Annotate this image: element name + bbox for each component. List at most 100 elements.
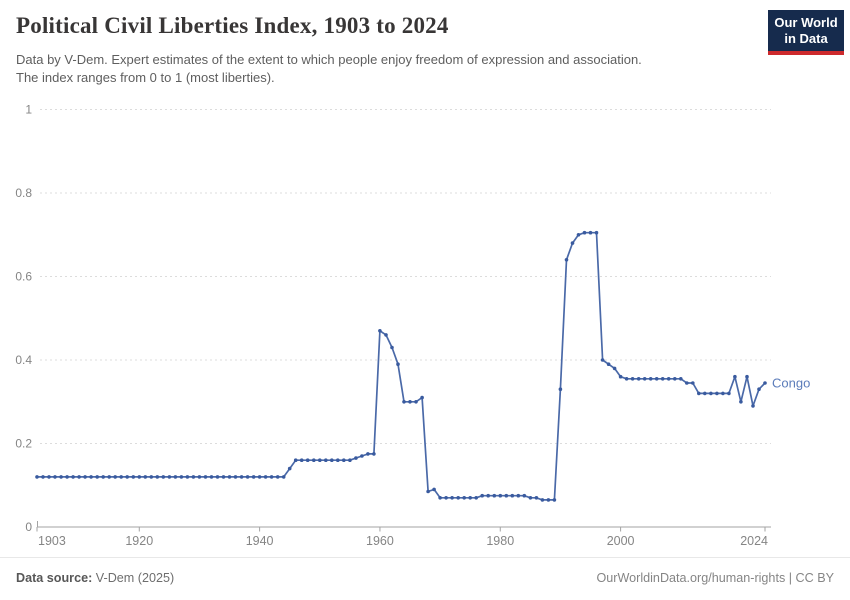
data-point[interactable] <box>721 391 725 396</box>
data-point[interactable] <box>41 475 45 479</box>
data-point[interactable] <box>751 404 755 408</box>
data-point[interactable] <box>414 400 418 404</box>
data-point[interactable] <box>287 466 292 471</box>
data-point[interactable] <box>396 362 400 367</box>
data-point[interactable] <box>624 377 629 381</box>
data-point[interactable] <box>492 493 497 498</box>
data-point[interactable] <box>65 475 69 479</box>
data-point[interactable] <box>191 475 196 479</box>
data-point[interactable] <box>366 452 370 456</box>
data-point[interactable] <box>739 400 743 404</box>
data-point[interactable] <box>281 475 286 479</box>
data-point[interactable] <box>119 475 123 479</box>
data-point[interactable] <box>606 362 611 367</box>
data-point[interactable] <box>131 475 136 479</box>
data-point[interactable] <box>203 475 208 479</box>
data-point[interactable] <box>691 381 695 385</box>
data-point[interactable] <box>588 230 593 235</box>
data-point[interactable] <box>480 493 485 498</box>
data-point[interactable] <box>474 496 479 500</box>
data-point[interactable] <box>293 458 298 463</box>
data-point[interactable] <box>215 475 220 479</box>
data-point[interactable] <box>420 395 424 400</box>
data-point[interactable] <box>83 475 87 479</box>
data-point[interactable] <box>299 458 304 463</box>
data-point[interactable] <box>438 496 442 500</box>
data-point[interactable] <box>763 381 767 385</box>
data-point[interactable] <box>570 241 575 245</box>
data-point[interactable] <box>245 475 250 479</box>
data-point[interactable] <box>77 475 81 479</box>
data-point[interactable] <box>498 493 503 498</box>
data-point[interactable] <box>269 475 274 479</box>
data-point[interactable] <box>197 475 202 479</box>
data-point[interactable] <box>673 377 677 381</box>
data-point[interactable] <box>275 475 280 479</box>
data-point[interactable] <box>251 475 256 479</box>
data-point[interactable] <box>540 498 545 502</box>
data-point[interactable] <box>318 458 322 463</box>
data-point[interactable] <box>709 391 713 396</box>
data-point[interactable] <box>462 496 467 500</box>
data-point[interactable] <box>745 374 749 379</box>
data-point[interactable] <box>35 475 39 479</box>
data-point[interactable] <box>636 377 641 381</box>
data-point[interactable] <box>161 475 166 479</box>
data-point[interactable] <box>576 233 581 237</box>
data-point[interactable] <box>390 345 394 350</box>
data-point[interactable] <box>733 374 737 379</box>
data-point[interactable] <box>450 496 454 500</box>
data-point[interactable] <box>546 498 551 502</box>
data-point[interactable] <box>618 374 623 379</box>
data-point[interactable] <box>504 493 509 498</box>
data-point[interactable] <box>426 489 430 494</box>
data-point[interactable] <box>257 475 262 479</box>
data-point[interactable] <box>336 458 340 463</box>
data-point[interactable] <box>113 475 117 479</box>
series-line-congo[interactable] <box>36 231 766 501</box>
data-point[interactable] <box>125 475 129 479</box>
data-point[interactable] <box>408 400 412 404</box>
data-point[interactable] <box>456 496 461 500</box>
data-point[interactable] <box>312 458 316 463</box>
data-point[interactable] <box>305 458 310 463</box>
data-point[interactable] <box>59 475 63 479</box>
data-point[interactable] <box>468 496 473 500</box>
data-point[interactable] <box>239 475 244 479</box>
data-point[interactable] <box>534 496 539 500</box>
data-point[interactable] <box>384 333 388 337</box>
data-point[interactable] <box>221 475 226 479</box>
data-point[interactable] <box>528 496 533 500</box>
data-point[interactable] <box>227 475 232 479</box>
data-point[interactable] <box>155 475 160 479</box>
data-point[interactable] <box>612 366 617 371</box>
data-point[interactable] <box>95 475 99 479</box>
data-point[interactable] <box>378 329 382 333</box>
series-label-congo[interactable]: Congo <box>772 375 810 390</box>
data-point[interactable] <box>558 387 563 392</box>
owid-logo[interactable]: Our World in Data <box>768 10 844 55</box>
data-point[interactable] <box>757 387 761 392</box>
data-point[interactable] <box>552 498 557 502</box>
data-point[interactable] <box>600 358 605 362</box>
data-point[interactable] <box>402 400 406 404</box>
data-point[interactable] <box>642 377 647 381</box>
data-point[interactable] <box>660 377 665 381</box>
data-point[interactable] <box>354 456 358 460</box>
data-point[interactable] <box>522 493 527 498</box>
data-point[interactable] <box>47 475 51 479</box>
data-point[interactable] <box>703 391 707 396</box>
data-point[interactable] <box>233 475 238 479</box>
data-point[interactable] <box>348 458 352 463</box>
data-point[interactable] <box>149 475 154 479</box>
data-point[interactable] <box>71 475 75 479</box>
data-point[interactable] <box>697 391 701 396</box>
data-point[interactable] <box>107 475 111 479</box>
data-point[interactable] <box>582 230 587 235</box>
data-point[interactable] <box>372 452 376 456</box>
data-point[interactable] <box>89 475 93 479</box>
data-point[interactable] <box>654 377 659 381</box>
data-point[interactable] <box>143 475 148 479</box>
data-point[interactable] <box>209 475 214 479</box>
data-point[interactable] <box>510 493 515 498</box>
